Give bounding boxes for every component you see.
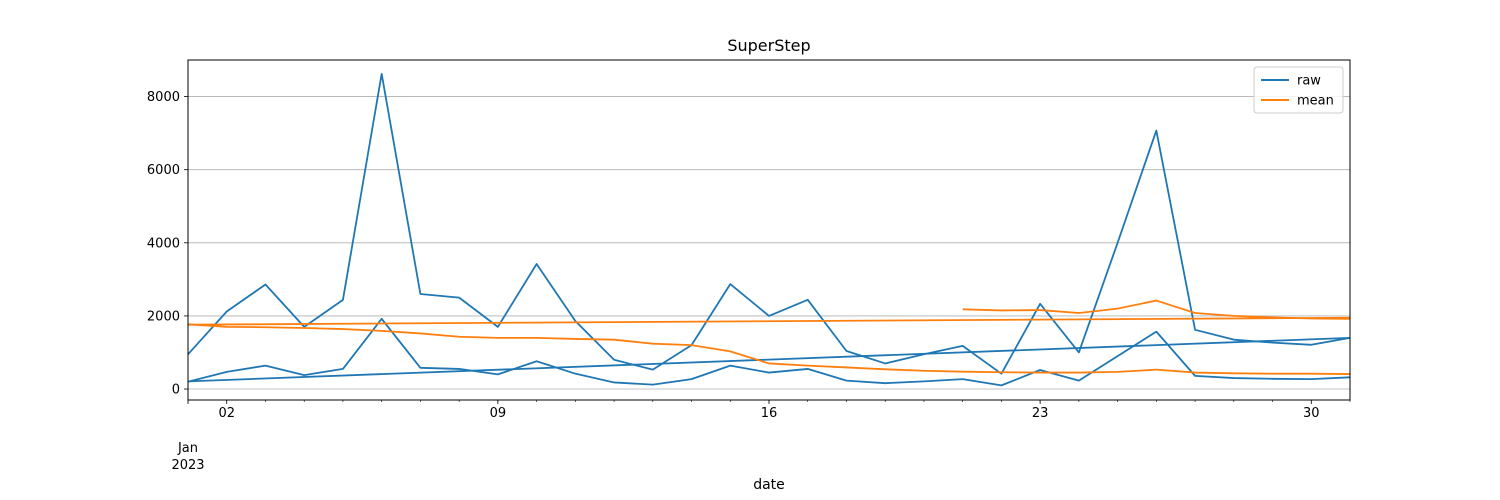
x-axis-label: date <box>753 477 785 493</box>
legend: raw mean <box>1253 66 1344 114</box>
y-tick-label: 2000 <box>147 309 180 324</box>
x-ticks: 02 09 16 23 30 <box>187 400 1351 421</box>
series-line-raw-1 <box>187 317 1351 387</box>
series-line-raw-2 <box>187 336 1351 383</box>
series-layer <box>187 72 1351 387</box>
legend-label-mean: mean <box>1297 94 1334 109</box>
x-tick-label: 23 <box>1032 406 1049 421</box>
x-secondary-year: 2023 <box>171 458 204 473</box>
series-line-mean-0 <box>187 323 1351 375</box>
y-tick-label: 0 <box>172 383 180 398</box>
y-tick-label: 8000 <box>147 90 180 105</box>
y-tick-label: 6000 <box>147 163 180 178</box>
x-tick-label: 30 <box>1303 406 1320 421</box>
legend-label-raw: raw <box>1297 74 1321 89</box>
y-ticks: 0 2000 4000 6000 8000 <box>147 90 188 398</box>
series-line-raw-0 <box>187 72 1351 375</box>
y-tick-label: 4000 <box>147 236 180 251</box>
x-tick-label: 09 <box>490 406 507 421</box>
x-tick-label: 02 <box>218 406 235 421</box>
x-secondary-month: Jan <box>177 441 198 456</box>
grid-layer <box>188 96 1350 390</box>
legend-box <box>1253 66 1344 114</box>
chart-title: SuperStep <box>727 36 810 55</box>
series-line-mean-1 <box>187 316 1351 326</box>
series-line-mean-2 <box>962 299 1351 320</box>
x-tick-label: 16 <box>761 406 778 421</box>
